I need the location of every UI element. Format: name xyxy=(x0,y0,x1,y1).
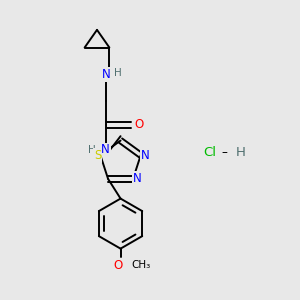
Text: H: H xyxy=(114,68,122,78)
Text: H: H xyxy=(88,145,96,155)
Text: O: O xyxy=(134,118,143,131)
Text: N: N xyxy=(101,68,110,81)
Text: S: S xyxy=(94,149,101,162)
Text: N: N xyxy=(141,149,149,162)
Text: –: – xyxy=(221,146,227,159)
Text: CH₃: CH₃ xyxy=(132,260,151,270)
Text: N: N xyxy=(101,143,110,157)
Text: H: H xyxy=(236,146,245,159)
Text: Cl: Cl xyxy=(203,146,216,159)
Text: N: N xyxy=(133,172,142,185)
Text: O: O xyxy=(113,259,122,272)
